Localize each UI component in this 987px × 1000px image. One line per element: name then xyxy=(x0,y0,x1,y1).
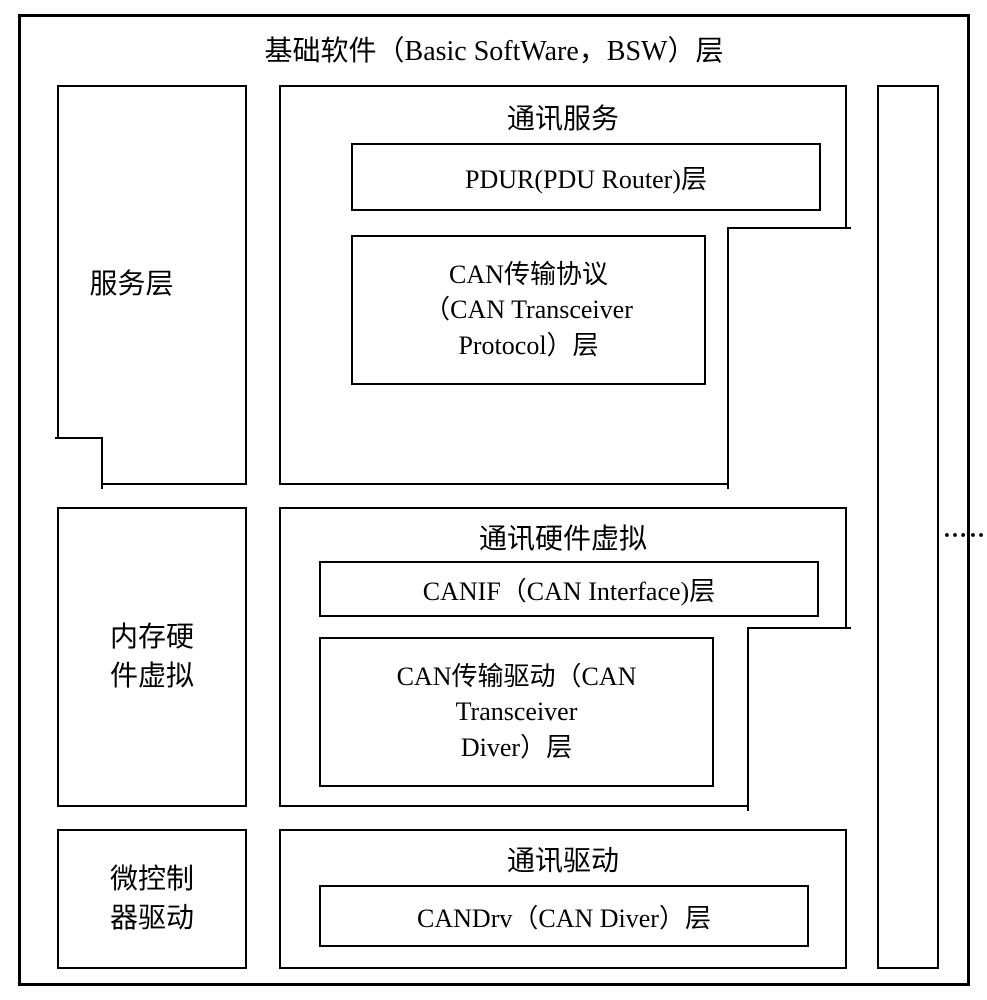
can-trcv-drv-line1: CAN传输驱动（CAN xyxy=(397,659,637,694)
comm-driver-box: 通讯驱动 CANDrv（CAN Diver）层 xyxy=(279,829,847,969)
comm-service-bottom-border-fill xyxy=(279,483,729,485)
service-layer-label: 服务层 xyxy=(59,87,204,483)
comm-hw-right-border-fill xyxy=(845,507,847,629)
memory-hw-virtual-label: 内存硬 件虚拟 xyxy=(59,509,245,805)
memory-hw-line1: 内存硬 xyxy=(110,618,194,657)
comm-service-notch xyxy=(727,227,851,489)
mcu-driver-line1: 微控制 xyxy=(110,860,194,899)
right-column-box xyxy=(877,85,939,969)
ellipsis-label: …… xyxy=(943,517,987,544)
comm-service-title: 通讯服务 xyxy=(281,97,845,137)
mcu-driver-line2: 器驱动 xyxy=(110,899,194,938)
can-tp-line2: （CAN Transceiver xyxy=(424,292,633,327)
canif-layer-box: CANIF（CAN Interface)层 xyxy=(319,561,819,617)
comm-service-right-border-fill xyxy=(845,85,847,229)
comm-hw-bottom-border-fill xyxy=(279,805,749,807)
can-tp-line1: CAN传输协议 xyxy=(449,257,608,292)
pdur-label: PDUR(PDU Router)层 xyxy=(465,159,707,196)
can-tp-line3: Protocol）层 xyxy=(458,328,598,363)
candrv-label: CANDrv（CAN Diver）层 xyxy=(417,898,711,935)
mcu-driver-label: 微控制 器驱动 xyxy=(59,831,245,967)
bsw-layer-frame: 基础软件（Basic SoftWare，BSW）层 服务层 内存硬 件虚拟 微控… xyxy=(18,14,970,986)
memory-hw-line2: 件虚拟 xyxy=(110,657,194,696)
comm-hw-notch xyxy=(747,627,851,811)
pdur-layer-box: PDUR(PDU Router)层 xyxy=(351,143,821,211)
can-trcv-drv-line2: Transceiver xyxy=(456,694,578,729)
comm-driver-title: 通讯驱动 xyxy=(281,839,845,879)
candrv-layer-box: CANDrv（CAN Diver）层 xyxy=(319,885,809,947)
service-layer-box: 服务层 xyxy=(57,85,247,485)
can-tp-layer-box: CAN传输协议 （CAN Transceiver Protocol）层 xyxy=(351,235,706,385)
comm-hw-virtual-title: 通讯硬件虚拟 xyxy=(281,517,845,557)
mcu-driver-box: 微控制 器驱动 xyxy=(57,829,247,969)
bsw-title: 基础软件（Basic SoftWare，BSW）层 xyxy=(21,29,967,69)
service-layer-left-border-fill xyxy=(57,85,59,439)
can-trcv-drv-box: CAN传输驱动（CAN Transceiver Diver）层 xyxy=(319,637,714,787)
canif-label: CANIF（CAN Interface)层 xyxy=(423,571,715,608)
service-layer-notch xyxy=(55,437,103,489)
memory-hw-virtual-box: 内存硬 件虚拟 xyxy=(57,507,247,807)
can-trcv-drv-line3: Diver）层 xyxy=(461,730,572,765)
